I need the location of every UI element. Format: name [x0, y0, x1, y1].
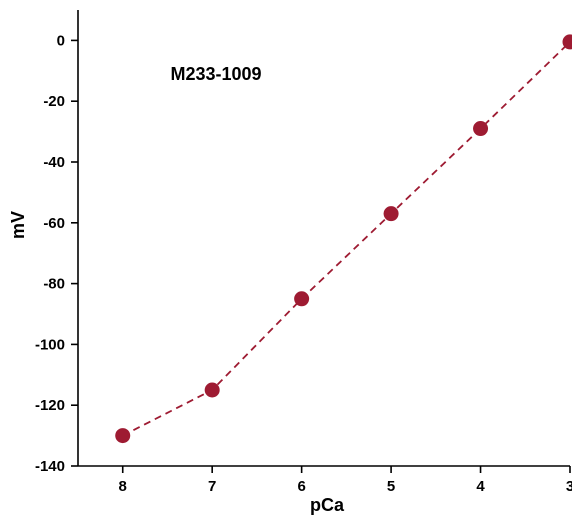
y-axis-label: mV: [8, 211, 28, 239]
y-tick-label: -140: [35, 458, 65, 475]
x-axis-label: pCa: [310, 495, 345, 515]
x-tick-label: 3: [566, 478, 572, 495]
axes: 0 -20 -40 -60 -80 -100 -120 -140 8 7 6 5 4 3: [35, 10, 572, 495]
data-point: [383, 206, 399, 222]
data-point: [473, 121, 489, 137]
x-tick-label: 5: [387, 478, 395, 495]
y-tick-label: -120: [35, 397, 65, 414]
y-tick-label: 0: [57, 32, 65, 49]
y-tick-label: -100: [35, 336, 65, 353]
series-line: [122, 41, 571, 437]
x-tick-label: 6: [297, 478, 305, 495]
plot-area: [115, 34, 572, 444]
labels: M233-1009 pCa mV: [8, 64, 345, 515]
data-point: [204, 382, 220, 398]
data-point: [294, 291, 310, 307]
y-tick-label: -80: [43, 276, 65, 293]
x-tick-label: 4: [476, 478, 485, 495]
data-point: [562, 34, 572, 50]
data-point: [115, 428, 131, 444]
x-tick-label: 8: [119, 478, 127, 495]
series-annotation: M233-1009: [170, 64, 261, 84]
x-tick-label: 7: [208, 478, 216, 495]
y-tick-label: -20: [43, 93, 65, 110]
y-tick-label: -40: [43, 154, 65, 171]
y-tick-label: -60: [43, 215, 65, 232]
